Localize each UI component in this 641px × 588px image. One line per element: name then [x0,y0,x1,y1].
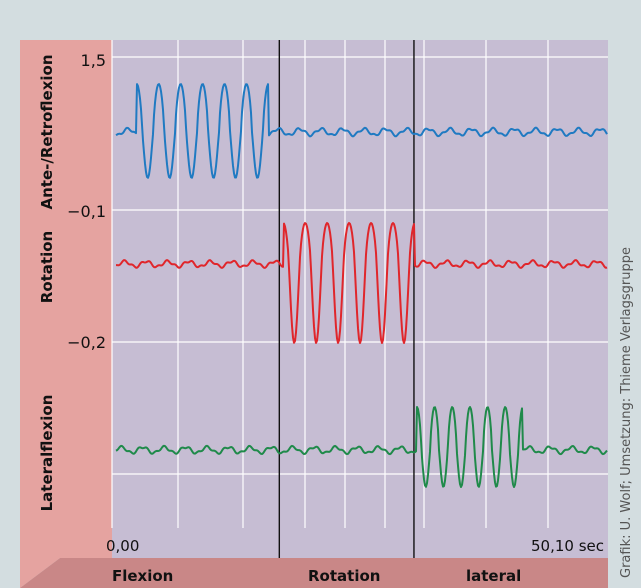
phase-dividers [278,40,415,558]
series-rotation-line [116,222,608,344]
y-tick-label-1: 1,5 [81,51,106,70]
phase-label-band [20,558,608,588]
phase-label-lateral: lateral [466,567,521,585]
y-tick-label-3: −0,2 [67,333,106,352]
y-tick-label-2: −0,1 [67,202,106,221]
row-label-rotation: Rotation [38,231,56,303]
series-lateralflexion-line [115,406,608,488]
row-label-band [20,40,112,588]
x-tick-label-end: 50,10 sec [531,537,604,555]
plot-area [112,40,608,558]
series-ante-retroflexion-line [115,83,608,179]
x-tick-label-start: 0,00 [106,537,139,555]
phase-label-rotation: Rotation [308,567,380,585]
image-credit: Grafik: U. Wolf; Umsetzung: Thieme Verla… [619,247,634,578]
row-label-ante-retroflexion: Ante-/Retroflexion [38,54,56,209]
row-label-lateralflexion: Lateralflexion [38,395,56,512]
phase-label-flexion: Flexion [112,567,173,585]
